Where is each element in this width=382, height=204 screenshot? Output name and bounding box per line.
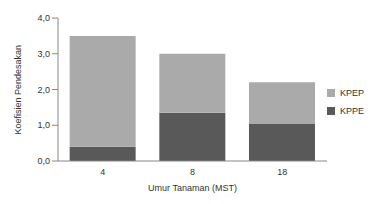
- svg-text:18: 18: [277, 167, 287, 177]
- svg-text:2,0: 2,0: [37, 85, 50, 95]
- svg-text:Koefisien Pendesakan: Koefisien Pendesakan: [13, 45, 23, 135]
- svg-text:Umur Tanaman (MST): Umur Tanaman (MST): [148, 183, 237, 193]
- svg-text:4: 4: [100, 167, 105, 177]
- html-text:KPEP: KPEP: [340, 88, 364, 98]
- svg-text:4,0: 4,0: [37, 13, 50, 23]
- svg-text:1,0: 1,0: [37, 120, 50, 130]
- html-text:KPPE: KPPE: [340, 106, 364, 116]
- svg-text:0,0: 0,0: [37, 156, 50, 166]
- svg-text:3,0: 3,0: [37, 49, 50, 59]
- svg-text:8: 8: [190, 167, 195, 177]
